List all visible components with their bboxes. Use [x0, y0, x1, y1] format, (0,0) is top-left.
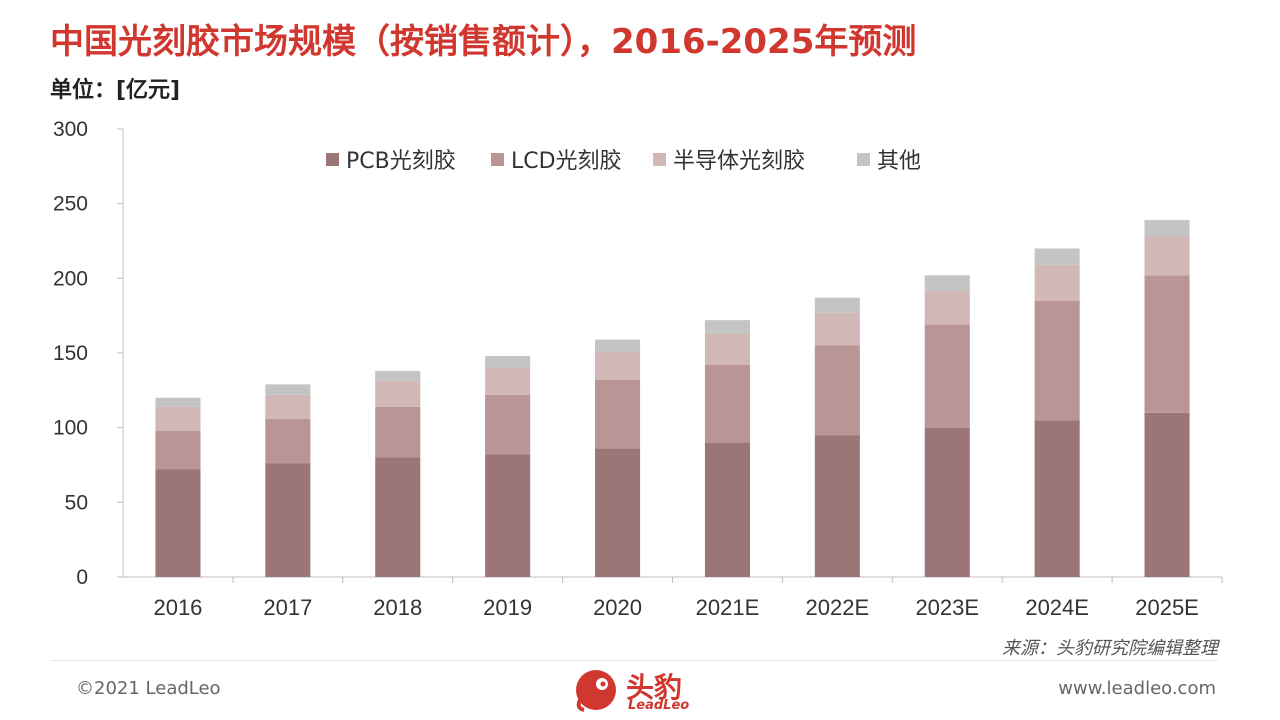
- y-tick-label: 50: [65, 491, 88, 514]
- bar-2016-series-3: [155, 397, 201, 407]
- page-title: 中国光刻胶市场规模（按销售额计），2016-2025年预测: [50, 22, 917, 62]
- bar-2021E-series-2: [704, 333, 750, 365]
- legend-label: LCD光刻胶: [511, 149, 622, 174]
- leadleo-logo: 头豹 LeadLeo: [572, 664, 712, 716]
- legend-label: 其他: [877, 149, 921, 174]
- x-tick-label: 2021E: [696, 595, 760, 620]
- legend-label: 半导体光刻胶: [673, 149, 805, 174]
- bar-2018-series-3: [375, 370, 421, 382]
- y-tick-label: 0: [76, 566, 88, 589]
- x-tick-label: 2017: [263, 595, 312, 620]
- legend-label: PCB光刻胶: [346, 149, 456, 174]
- bar-2019-series-1: [485, 394, 531, 455]
- bar-2017-series-0: [265, 463, 311, 577]
- x-tick-label: 2024E: [1025, 595, 1089, 620]
- logo-text: 头豹: [626, 671, 683, 704]
- legend-swatch: [653, 153, 666, 166]
- bar-2025E-series-1: [1144, 275, 1190, 413]
- bar-2016-series-1: [155, 430, 201, 470]
- bar-2022E-series-1: [814, 345, 860, 436]
- bar-2019-series-3: [485, 355, 531, 368]
- bar-2025E-series-3: [1144, 220, 1190, 237]
- bar-2021E-series-3: [704, 320, 750, 334]
- bar-2022E-series-2: [814, 312, 860, 346]
- bar-2018-series-2: [375, 381, 421, 407]
- leopard-logo-icon: [576, 670, 616, 712]
- bar-2021E-series-1: [704, 364, 750, 443]
- bar-2024E-series-2: [1034, 264, 1080, 301]
- bar-2021E-series-0: [704, 442, 750, 577]
- logo-subtext: LeadLeo: [628, 698, 690, 713]
- x-tick-label: 2023E: [915, 595, 979, 620]
- y-tick-label: 300: [53, 118, 88, 141]
- bar-2020-series-3: [595, 339, 641, 352]
- website-link[interactable]: www.leadleo.com: [1058, 678, 1216, 699]
- copyright-text: ©2021 LeadLeo: [76, 678, 221, 699]
- bar-2018-series-0: [375, 457, 421, 577]
- legend-swatch: [857, 153, 870, 166]
- y-tick-label: 250: [53, 193, 88, 216]
- bar-2019-series-2: [485, 367, 531, 395]
- bar-2017-series-2: [265, 394, 311, 419]
- x-tick-label: 2020: [593, 595, 642, 620]
- bar-2025E-series-2: [1144, 236, 1190, 276]
- bar-2023E-series-0: [924, 427, 970, 577]
- bar-2017-series-3: [265, 384, 311, 395]
- bar-2023E-series-1: [924, 324, 970, 428]
- bar-2022E-series-0: [814, 435, 860, 577]
- bar-2024E-series-3: [1034, 248, 1080, 265]
- bar-2023E-series-3: [924, 275, 970, 291]
- bar-2020-series-1: [595, 379, 641, 449]
- bar-2020-series-2: [595, 351, 641, 380]
- bar-2016-series-0: [155, 469, 201, 577]
- bar-2024E-series-0: [1034, 420, 1080, 577]
- bar-2020-series-0: [595, 448, 641, 577]
- x-tick-label: 2019: [483, 595, 532, 620]
- legend-swatch: [491, 153, 504, 166]
- x-tick-label: 2022E: [806, 595, 870, 620]
- bar-2017-series-1: [265, 418, 311, 464]
- bar-2018-series-1: [375, 406, 421, 458]
- unit-label: 单位：[亿元]: [50, 78, 181, 103]
- y-tick-label: 100: [53, 417, 88, 440]
- legend-swatch: [326, 153, 339, 166]
- x-tick-label: 2016: [153, 595, 202, 620]
- y-tick-label: 150: [53, 342, 88, 365]
- bar-2022E-series-3: [814, 297, 860, 313]
- stacked-bar-chart: 0 50 100 150 200 250 300 2016 2017 2018 2019 2020 20…: [53, 118, 1223, 620]
- bar-2023E-series-2: [924, 290, 970, 325]
- x-tick-label: 2018: [373, 595, 422, 620]
- bar-2025E-series-0: [1144, 412, 1190, 577]
- y-tick-label: 200: [53, 267, 88, 290]
- bar-2024E-series-1: [1034, 300, 1080, 421]
- x-tick-label: 2025E: [1135, 595, 1199, 620]
- source-note: 来源：头豹研究院编辑整理: [1002, 638, 1218, 659]
- footer-divider: [50, 660, 1218, 661]
- bar-2019-series-0: [485, 454, 531, 577]
- bar-2016-series-2: [155, 406, 201, 431]
